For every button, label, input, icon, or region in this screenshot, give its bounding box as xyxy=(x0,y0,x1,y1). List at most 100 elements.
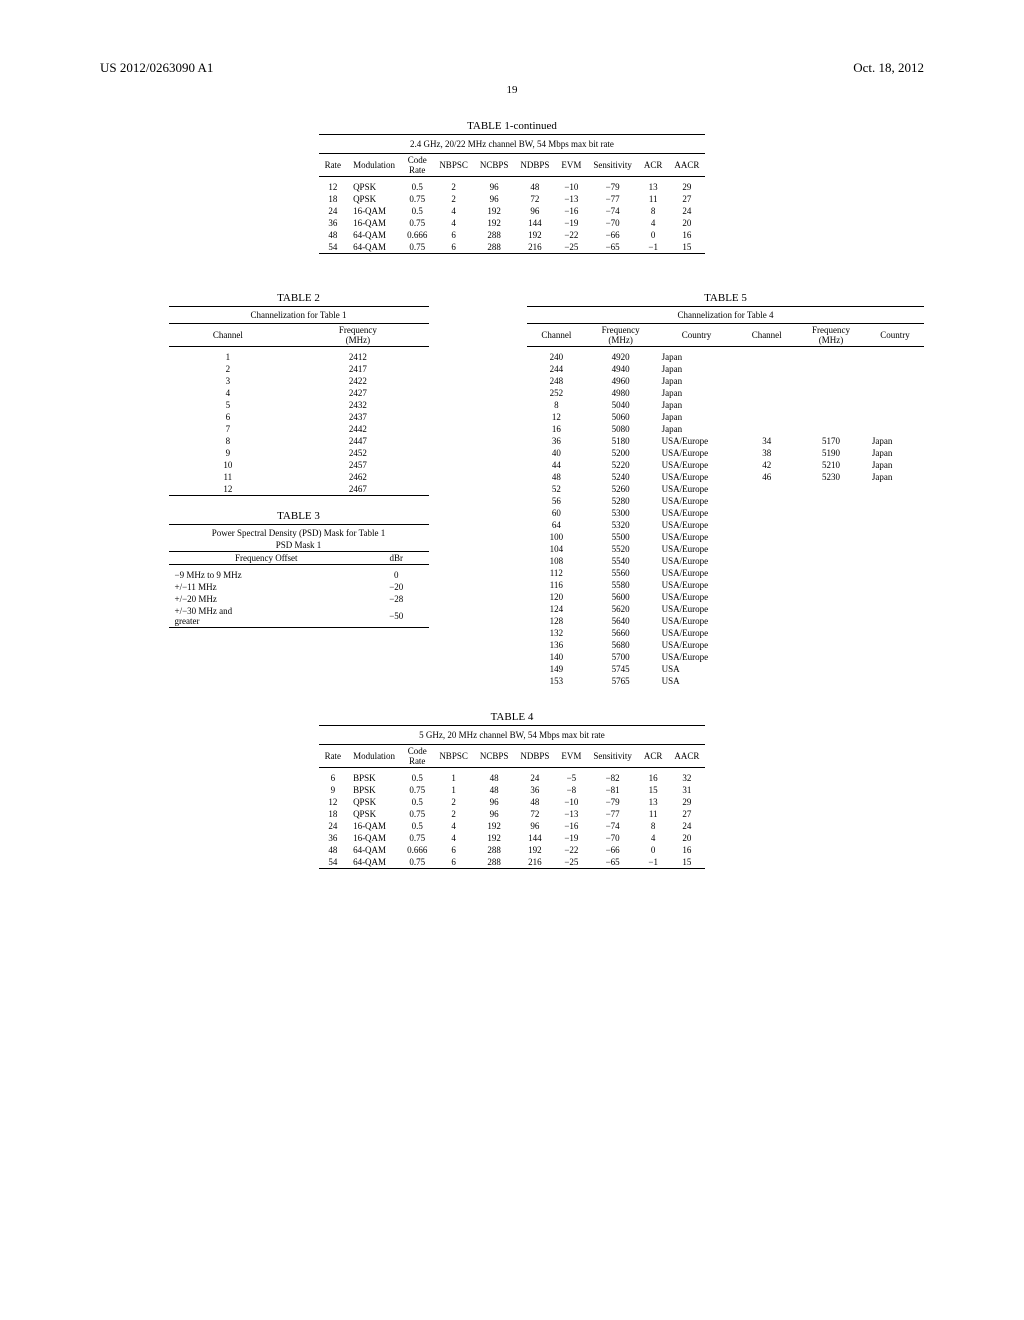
cell: 15 xyxy=(668,856,705,869)
cell: −16 xyxy=(555,205,587,217)
cell: −28 xyxy=(364,593,429,605)
cell: 5060 xyxy=(586,411,656,423)
cell xyxy=(796,663,866,675)
cell xyxy=(737,375,796,387)
col-header: NDBPS xyxy=(514,154,555,177)
cell: 192 xyxy=(514,844,555,856)
cell xyxy=(796,555,866,567)
cell: −22 xyxy=(555,229,587,241)
col-header: Channel xyxy=(527,324,586,347)
table-row: 2484960Japan xyxy=(527,375,924,387)
cell: 48 xyxy=(474,784,515,796)
cell: USA/Europe xyxy=(656,459,738,471)
cell: 2427 xyxy=(287,387,428,399)
cell xyxy=(737,411,796,423)
cell: 0.5 xyxy=(401,796,433,808)
table-row: 165080Japan xyxy=(527,423,924,435)
cell: 8 xyxy=(169,435,288,447)
cell xyxy=(796,639,866,651)
cell: 27 xyxy=(668,808,705,820)
cell xyxy=(737,663,796,675)
cell xyxy=(866,483,924,495)
cell: 96 xyxy=(474,193,515,205)
cell xyxy=(796,363,866,375)
cell xyxy=(737,543,796,555)
col-header: ACR xyxy=(638,745,669,768)
table2-subtitle: Channelization for Table 1 xyxy=(251,310,347,320)
cell: 16-QAM xyxy=(347,832,401,844)
cell: 32 xyxy=(668,768,705,785)
cell: USA/Europe xyxy=(656,555,738,567)
cell: −70 xyxy=(587,832,638,844)
cell xyxy=(866,519,924,531)
cell: 16-QAM xyxy=(347,205,401,217)
cell: Japan xyxy=(656,387,738,399)
cell: −25 xyxy=(555,241,587,254)
table5: Channelization for Table 4 ChannelFreque… xyxy=(527,306,924,687)
table-row: 1125560USA/Europe xyxy=(527,567,924,579)
cell: 96 xyxy=(474,796,515,808)
cell: USA/Europe xyxy=(656,471,738,483)
cell: 252 xyxy=(527,387,586,399)
table-row: 12412 xyxy=(169,347,429,364)
cell: 9 xyxy=(169,447,288,459)
cell: 6 xyxy=(433,241,474,254)
cell: 9 xyxy=(319,784,348,796)
cell: 0.75 xyxy=(401,856,433,869)
cell xyxy=(796,543,866,555)
cell: 0.75 xyxy=(401,193,433,205)
cell xyxy=(796,507,866,519)
cell xyxy=(796,591,866,603)
cell: 144 xyxy=(514,217,555,229)
cell: 2457 xyxy=(287,459,428,471)
table-row: 405200USA/Europe385190Japan xyxy=(527,447,924,459)
cell: 1 xyxy=(433,784,474,796)
cell: 5320 xyxy=(586,519,656,531)
cell: 4 xyxy=(433,820,474,832)
cell: 16 xyxy=(527,423,586,435)
cell: 120 xyxy=(527,591,586,603)
cell: 24 xyxy=(668,820,705,832)
cell: 144 xyxy=(514,832,555,844)
cell: USA/Europe xyxy=(656,567,738,579)
cell: 12 xyxy=(319,796,348,808)
cell: −20 xyxy=(364,581,429,593)
cell xyxy=(796,387,866,399)
cell: 64-QAM xyxy=(347,844,401,856)
cell: 16-QAM xyxy=(347,217,401,229)
cell xyxy=(866,567,924,579)
table1-title: TABLE 1-continued xyxy=(232,120,792,132)
cell: 36 xyxy=(527,435,586,447)
table-row: 1325660USA/Europe xyxy=(527,627,924,639)
cell: 0.5 xyxy=(401,820,433,832)
cell xyxy=(866,663,924,675)
cell: 72 xyxy=(514,808,555,820)
cell: 8 xyxy=(527,399,586,411)
table-row: 3616-QAM0.754192144−19−70420 xyxy=(319,832,706,844)
table-row: 82447 xyxy=(169,435,429,447)
cell: 116 xyxy=(527,579,586,591)
table-row: 1405700USA/Europe xyxy=(527,651,924,663)
cell: 288 xyxy=(474,229,515,241)
cell xyxy=(737,579,796,591)
cell: 54 xyxy=(319,856,348,869)
cell: 18 xyxy=(319,808,348,820)
cell xyxy=(737,675,796,687)
cell xyxy=(796,411,866,423)
cell: 46 xyxy=(737,471,796,483)
cell: 52 xyxy=(527,483,586,495)
col-header: Frequency Offset xyxy=(169,552,365,565)
table-row: 102457 xyxy=(169,459,429,471)
cell: USA xyxy=(656,675,738,687)
cell: 6 xyxy=(433,856,474,869)
cell: 96 xyxy=(474,808,515,820)
cell: USA/Europe xyxy=(656,639,738,651)
cell: 15 xyxy=(638,784,669,796)
cell: 24 xyxy=(319,205,348,217)
cell: USA/Europe xyxy=(656,531,738,543)
cell: 248 xyxy=(527,375,586,387)
cell: −13 xyxy=(555,193,587,205)
cell: 5660 xyxy=(586,627,656,639)
cell: 48 xyxy=(527,471,586,483)
cell: 153 xyxy=(527,675,586,687)
